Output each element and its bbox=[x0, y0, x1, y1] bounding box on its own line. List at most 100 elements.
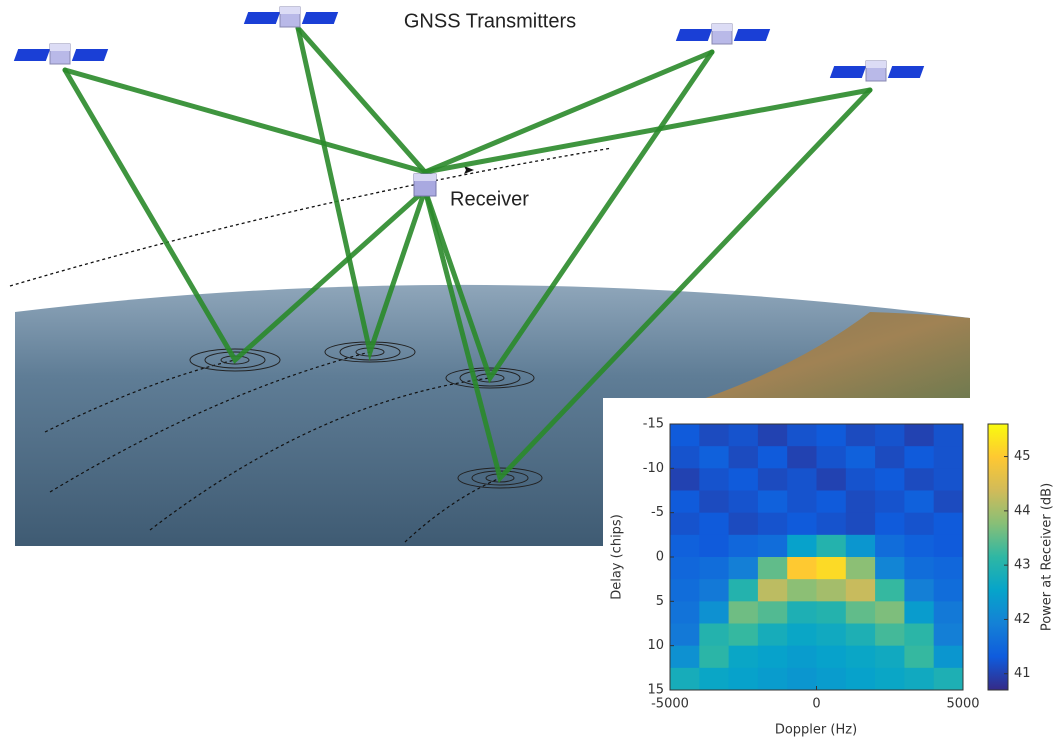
diagram-title: GNSS Transmitters bbox=[404, 10, 576, 32]
heat-cell bbox=[758, 579, 788, 602]
y-tick-label: -10 bbox=[643, 461, 664, 476]
heat-cell bbox=[817, 668, 847, 691]
heat-cell bbox=[875, 579, 905, 602]
heat-cell bbox=[934, 491, 964, 514]
heat-cell bbox=[729, 491, 759, 514]
heat-cell bbox=[729, 424, 759, 447]
colorbar-tick-label: 44 bbox=[1014, 503, 1031, 518]
heat-cell bbox=[729, 579, 759, 602]
heat-cell bbox=[817, 424, 847, 447]
heat-cell bbox=[699, 601, 729, 624]
heat-cell bbox=[787, 646, 817, 669]
x-tick-label: 0 bbox=[812, 697, 820, 712]
heat-cell bbox=[670, 579, 700, 602]
heat-cell bbox=[758, 646, 788, 669]
heatmap bbox=[670, 424, 964, 691]
y-tick-label: 15 bbox=[647, 683, 664, 698]
heat-cell bbox=[670, 601, 700, 624]
heat-cell bbox=[758, 424, 788, 447]
y-axis-title: Delay (chips) bbox=[610, 514, 625, 600]
figure: GNSS Transmitters Receiver Doppler (Hz) … bbox=[0, 0, 1057, 743]
heat-cell bbox=[904, 468, 934, 491]
heat-cell bbox=[934, 557, 964, 580]
heat-cell bbox=[875, 624, 905, 647]
heat-cell bbox=[817, 579, 847, 602]
heat-cell bbox=[875, 446, 905, 469]
heat-cell bbox=[875, 513, 905, 536]
heat-cell bbox=[670, 424, 700, 447]
y-tick-label: 5 bbox=[656, 594, 664, 609]
heat-cell bbox=[787, 601, 817, 624]
colorbar bbox=[988, 424, 1008, 690]
x-tick-label: 5000 bbox=[946, 697, 979, 712]
heat-cell bbox=[904, 579, 934, 602]
heat-cell bbox=[817, 491, 847, 514]
receiver-label: Receiver bbox=[450, 188, 529, 210]
heat-cell bbox=[904, 601, 934, 624]
heat-cell bbox=[934, 579, 964, 602]
heat-cell bbox=[787, 468, 817, 491]
heat-cell bbox=[787, 491, 817, 514]
heat-cell bbox=[817, 446, 847, 469]
heat-cell bbox=[875, 424, 905, 447]
heat-cell bbox=[904, 491, 934, 514]
heat-cell bbox=[729, 535, 759, 558]
x-tick-label: -5000 bbox=[651, 697, 689, 712]
heat-cell bbox=[729, 557, 759, 580]
heat-cell bbox=[787, 668, 817, 691]
heat-cell bbox=[846, 513, 876, 536]
heat-cell bbox=[758, 535, 788, 558]
heat-cell bbox=[846, 491, 876, 514]
colorbar-title: Power at Receiver (dB) bbox=[1040, 483, 1055, 631]
heat-cell bbox=[934, 624, 964, 647]
heat-cell bbox=[875, 646, 905, 669]
heat-cell bbox=[934, 513, 964, 536]
heat-cell bbox=[817, 646, 847, 669]
heat-cell bbox=[670, 446, 700, 469]
heat-cell bbox=[758, 468, 788, 491]
heat-cell bbox=[787, 535, 817, 558]
heat-cell bbox=[934, 646, 964, 669]
heat-cell bbox=[904, 424, 934, 447]
heat-cell bbox=[699, 557, 729, 580]
heat-cell bbox=[904, 513, 934, 536]
heat-cell bbox=[699, 579, 729, 602]
heat-cell bbox=[846, 601, 876, 624]
heat-cell bbox=[729, 513, 759, 536]
heat-cell bbox=[699, 668, 729, 691]
satellite bbox=[14, 44, 108, 64]
heat-cell bbox=[758, 446, 788, 469]
heat-cell bbox=[934, 446, 964, 469]
heat-cell bbox=[875, 601, 905, 624]
heat-cell bbox=[670, 668, 700, 691]
heat-cell bbox=[787, 424, 817, 447]
heat-cell bbox=[699, 535, 729, 558]
heat-cell bbox=[758, 491, 788, 514]
heat-cell bbox=[934, 468, 964, 491]
heat-cell bbox=[670, 624, 700, 647]
heat-cell bbox=[670, 557, 700, 580]
heat-cell bbox=[904, 646, 934, 669]
heat-cell bbox=[904, 446, 934, 469]
colorbar-tick-label: 45 bbox=[1014, 449, 1031, 464]
heat-cell bbox=[699, 446, 729, 469]
heat-cell bbox=[875, 491, 905, 514]
heat-cell bbox=[817, 557, 847, 580]
heat-cell bbox=[787, 557, 817, 580]
heat-cell bbox=[846, 468, 876, 491]
colorbar-tick-label: 41 bbox=[1014, 666, 1031, 681]
heat-cell bbox=[758, 513, 788, 536]
heat-cell bbox=[875, 668, 905, 691]
heat-cell bbox=[699, 624, 729, 647]
heat-cell bbox=[904, 535, 934, 558]
heat-cell bbox=[904, 624, 934, 647]
heat-cell bbox=[758, 668, 788, 691]
heat-cell bbox=[934, 535, 964, 558]
heat-cell bbox=[729, 668, 759, 691]
heat-cell bbox=[817, 468, 847, 491]
heat-cell bbox=[670, 535, 700, 558]
heat-cell bbox=[729, 446, 759, 469]
colorbar-tick-label: 42 bbox=[1014, 612, 1031, 627]
y-tick-label: -15 bbox=[643, 417, 664, 432]
heat-cell bbox=[817, 601, 847, 624]
